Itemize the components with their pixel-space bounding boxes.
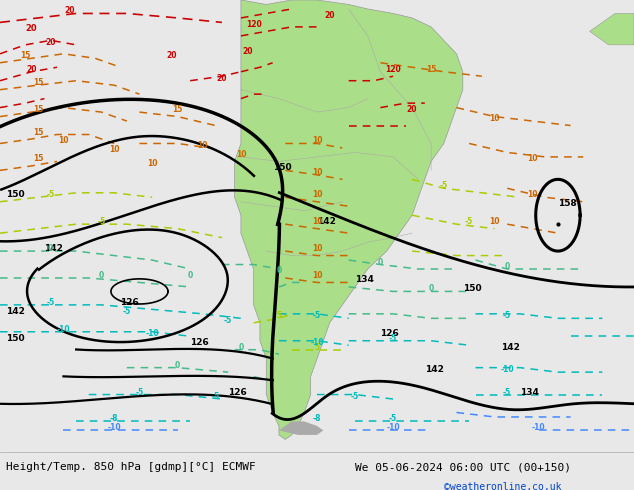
Text: 10: 10 [312, 137, 322, 146]
Text: 15: 15 [426, 65, 436, 74]
Text: 142: 142 [44, 244, 63, 253]
Text: 20: 20 [217, 74, 227, 83]
Text: 120: 120 [246, 20, 261, 29]
Text: 10: 10 [236, 150, 246, 159]
Text: -5: -5 [351, 392, 359, 401]
Text: 0: 0 [238, 343, 243, 352]
Text: -5: -5 [389, 334, 398, 343]
Text: 5: 5 [276, 311, 281, 320]
Text: 10: 10 [109, 146, 119, 154]
Text: 15: 15 [33, 154, 43, 163]
Text: 150: 150 [6, 190, 25, 199]
Text: 20: 20 [242, 47, 252, 56]
Text: 15: 15 [20, 51, 30, 60]
Text: 10: 10 [527, 190, 538, 199]
Text: 10: 10 [489, 217, 500, 226]
Text: -5: -5 [313, 311, 321, 320]
Text: Height/Temp. 850 hPa [gdmp][°C] ECMWF: Height/Temp. 850 hPa [gdmp][°C] ECMWF [6, 462, 256, 472]
Text: 134: 134 [520, 388, 539, 396]
Text: 0: 0 [175, 361, 180, 369]
Text: -5: -5 [224, 316, 233, 325]
Text: -5: -5 [46, 190, 55, 199]
Text: 20: 20 [27, 65, 37, 74]
Text: 20: 20 [166, 51, 176, 60]
Text: 20: 20 [46, 38, 56, 47]
Text: 142: 142 [501, 343, 520, 352]
Polygon shape [279, 421, 323, 435]
Text: 0: 0 [99, 271, 104, 280]
Text: 120: 120 [385, 65, 401, 74]
Text: 10: 10 [489, 114, 500, 123]
Text: -5: -5 [465, 217, 474, 226]
Text: 150: 150 [273, 163, 291, 172]
Text: -5: -5 [46, 298, 55, 307]
Text: 126: 126 [190, 338, 209, 347]
Text: 142: 142 [6, 307, 25, 316]
Text: -10: -10 [56, 325, 70, 334]
Text: 20: 20 [407, 105, 417, 114]
Text: -5: -5 [135, 388, 144, 396]
Text: 126: 126 [120, 298, 139, 307]
Text: -5: -5 [122, 307, 131, 316]
Text: 10: 10 [147, 159, 157, 168]
Text: 20: 20 [25, 24, 37, 33]
Text: 134: 134 [355, 275, 374, 285]
Text: -10: -10 [532, 423, 546, 432]
Text: We 05-06-2024 06:00 UTC (00+150): We 05-06-2024 06:00 UTC (00+150) [355, 462, 571, 472]
Text: -10: -10 [145, 329, 159, 338]
Text: 0: 0 [276, 267, 281, 275]
Text: 15: 15 [172, 105, 183, 114]
Text: 142: 142 [317, 217, 336, 226]
Text: 10: 10 [58, 137, 68, 146]
Text: 0: 0 [505, 262, 510, 271]
Polygon shape [590, 13, 634, 45]
Text: -5: -5 [439, 181, 448, 190]
Text: 20: 20 [65, 6, 75, 16]
Text: -10: -10 [386, 423, 400, 432]
Text: -5: -5 [503, 388, 512, 396]
Text: 10: 10 [312, 190, 322, 199]
Text: 20: 20 [325, 11, 335, 20]
Text: -5: -5 [211, 392, 220, 401]
Text: -5: -5 [389, 415, 398, 423]
Text: 126: 126 [380, 329, 399, 338]
Text: 15: 15 [33, 105, 43, 114]
Text: 10: 10 [312, 168, 322, 177]
Text: 150: 150 [463, 284, 481, 294]
Text: 126: 126 [228, 388, 247, 396]
Text: ©weatheronline.co.uk: ©weatheronline.co.uk [444, 482, 561, 490]
Text: 10: 10 [312, 217, 322, 226]
Text: 0: 0 [429, 284, 434, 294]
Text: 10: 10 [312, 244, 322, 253]
Text: 15: 15 [33, 127, 43, 137]
Text: -10: -10 [310, 338, 324, 347]
Text: 150: 150 [6, 334, 25, 343]
Text: 0: 0 [48, 244, 53, 253]
Text: -5: -5 [503, 311, 512, 320]
Text: -10: -10 [107, 423, 121, 432]
Text: 0: 0 [188, 271, 193, 280]
Text: -5: -5 [97, 217, 106, 226]
Text: 10: 10 [527, 154, 538, 163]
Text: 5: 5 [314, 343, 320, 352]
Polygon shape [235, 0, 463, 440]
Text: 15: 15 [33, 78, 43, 87]
Text: 10: 10 [312, 271, 322, 280]
Text: 158: 158 [558, 199, 577, 208]
Text: -8: -8 [313, 415, 321, 423]
Text: -10: -10 [500, 365, 514, 374]
Text: 10: 10 [198, 141, 208, 150]
Text: 0: 0 [378, 258, 383, 267]
Text: 142: 142 [425, 365, 444, 374]
Text: -8: -8 [110, 415, 119, 423]
